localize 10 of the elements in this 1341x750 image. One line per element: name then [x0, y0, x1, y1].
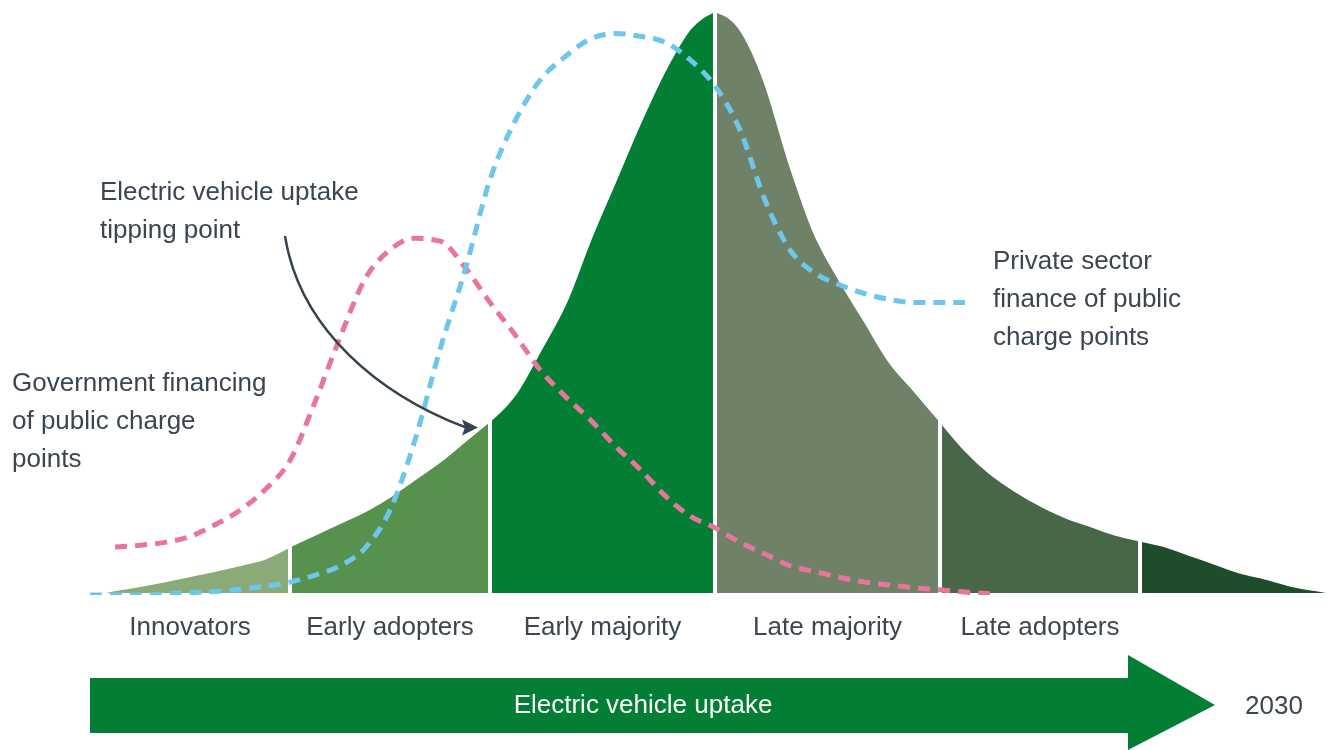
annotation: Electric vehicle uptake tipping point [100, 175, 360, 246]
series-label: Early adopters [306, 611, 474, 642]
series-label: Government financing of public charge points [12, 366, 268, 475]
text: 2030 [1245, 689, 1303, 722]
series-label: Private sector finance of public charge points [993, 243, 1182, 353]
series-label: Innovators [129, 611, 251, 642]
series-label: Late majority [753, 611, 902, 642]
x-axis-title: Electric vehicle uptake [513, 689, 773, 720]
series-label: Late adopters [960, 611, 1120, 642]
series-label: Early majority [523, 611, 682, 642]
